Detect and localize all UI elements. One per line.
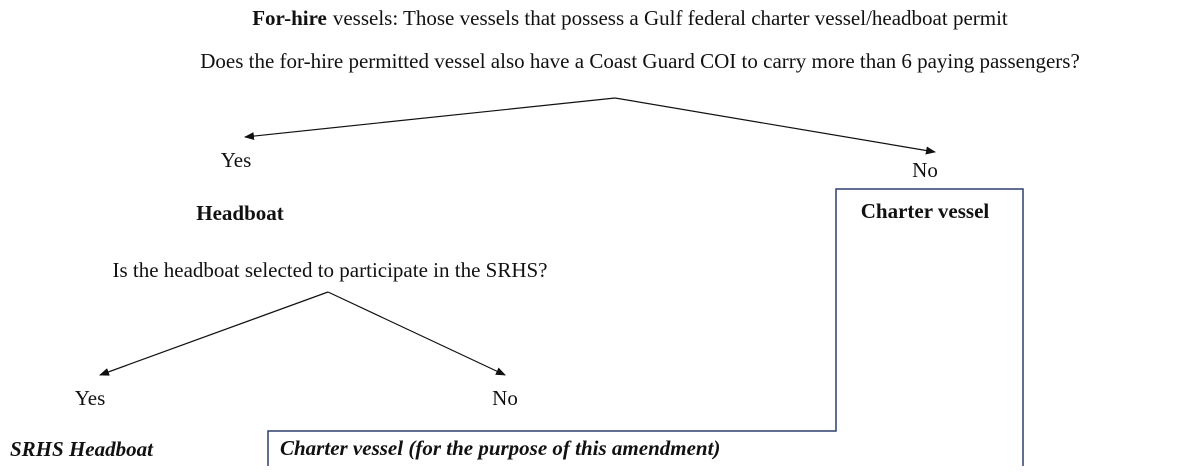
arrow xyxy=(244,97,616,141)
arrow xyxy=(99,291,329,376)
question: Does the for-hire permitted vessel also … xyxy=(200,49,1080,73)
header-lead: For-hire xyxy=(252,6,327,30)
outcome: SRHS Headboat xyxy=(10,437,154,461)
answer-yes: Yes xyxy=(221,148,252,172)
outcome: Charter vessel xyxy=(861,199,990,223)
arrow xyxy=(614,97,936,155)
header-rest: vessels: Those vessels that possess a Gu… xyxy=(333,6,1008,30)
outcome: Charter vessel (for the purpose of this … xyxy=(280,436,720,460)
outline xyxy=(267,188,1024,466)
answer-no: No xyxy=(912,158,938,182)
answer-yes: Yes xyxy=(75,386,106,410)
arrow xyxy=(327,291,506,376)
header: For-hire vessels: Those vessels that poss… xyxy=(252,6,1008,30)
outcome: Headboat xyxy=(196,201,284,225)
question: Is the headboat selected to participate … xyxy=(112,258,547,282)
answer-no: No xyxy=(492,386,518,410)
